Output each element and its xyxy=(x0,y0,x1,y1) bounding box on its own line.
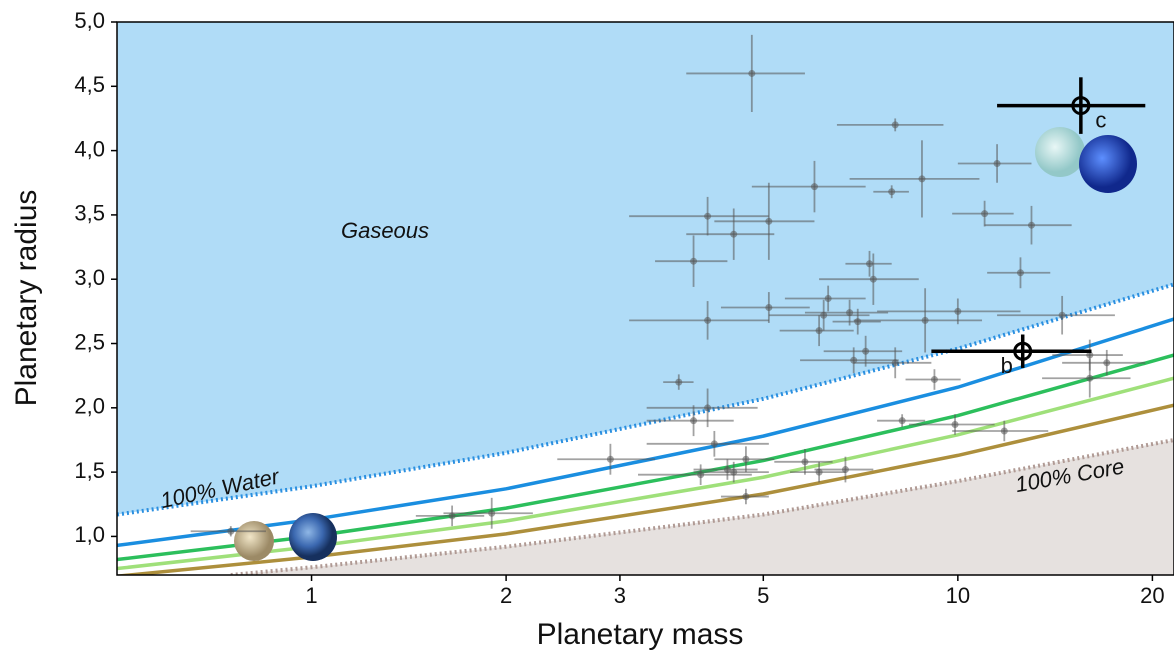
y-tick-label: 4,5 xyxy=(74,72,105,97)
data-point xyxy=(954,307,962,315)
data-point xyxy=(869,275,877,283)
plot-area: bc xyxy=(117,22,1174,575)
data-point xyxy=(488,509,496,517)
data-point xyxy=(891,359,899,367)
data-point xyxy=(951,421,959,429)
data-point xyxy=(981,210,989,218)
data-point xyxy=(448,512,456,520)
data-point xyxy=(810,183,818,191)
data-point xyxy=(815,468,823,476)
annotation: Gaseous xyxy=(341,218,429,243)
planet-icon xyxy=(1079,135,1137,193)
composition-curve xyxy=(230,438,1174,575)
gaseous-region xyxy=(117,22,1174,515)
data-point xyxy=(891,121,899,129)
data-point xyxy=(742,455,750,463)
y-tick-label: 4,0 xyxy=(74,136,105,161)
data-point xyxy=(993,159,1001,167)
data-point xyxy=(898,417,906,425)
data-point xyxy=(1016,269,1024,277)
data-point xyxy=(866,260,874,268)
data-point xyxy=(888,188,896,196)
x-tick-label: 1 xyxy=(305,583,317,608)
planet-icon xyxy=(234,521,274,561)
y-tick-label: 1,5 xyxy=(74,458,105,483)
highlight-point xyxy=(1071,96,1091,116)
x-tick-label: 5 xyxy=(757,583,769,608)
data-point xyxy=(730,230,738,238)
composition-curve xyxy=(117,353,1174,562)
data-point xyxy=(1103,359,1111,367)
x-tick-label: 20 xyxy=(1140,583,1164,608)
data-point xyxy=(690,417,698,425)
data-point xyxy=(1086,374,1094,382)
data-point xyxy=(704,316,712,324)
data-point xyxy=(227,527,235,535)
x-tick-label: 3 xyxy=(614,583,626,608)
data-point xyxy=(1000,427,1008,435)
data-point xyxy=(765,304,773,312)
data-point xyxy=(801,458,809,466)
highlight-point xyxy=(1013,341,1033,361)
plot-frame xyxy=(116,21,1174,576)
data-point xyxy=(606,455,614,463)
planet-icon xyxy=(289,513,337,561)
point-label: b xyxy=(1001,353,1013,378)
data-point xyxy=(918,175,926,183)
data-point xyxy=(704,212,712,220)
data-point xyxy=(854,318,862,326)
y-tick-label: 3,0 xyxy=(74,265,105,290)
x-tick-label: 2 xyxy=(500,583,512,608)
data-point xyxy=(1086,351,1094,359)
point-label: c xyxy=(1095,107,1106,132)
x-axis-title: Planetary mass xyxy=(537,618,744,651)
y-tick-label: 5,0 xyxy=(74,8,105,33)
data-point xyxy=(824,295,832,302)
composition-curve xyxy=(117,317,1174,548)
data-point xyxy=(846,309,854,317)
x-tick-label: 10 xyxy=(946,583,970,608)
y-tick-label: 3,5 xyxy=(74,201,105,226)
data-point xyxy=(1027,221,1035,229)
data-point xyxy=(704,404,712,412)
y-tick-label: 2,5 xyxy=(74,329,105,354)
data-point xyxy=(710,440,718,448)
data-point xyxy=(748,69,756,77)
y-tick-label: 1,0 xyxy=(74,522,105,547)
data-point xyxy=(765,217,773,225)
data-point xyxy=(675,378,683,386)
core-region xyxy=(230,439,1174,575)
composition-curve xyxy=(117,403,1174,575)
data-point xyxy=(742,493,750,501)
data-point xyxy=(815,327,823,335)
planet-icon xyxy=(1035,127,1085,177)
data-point xyxy=(862,347,870,355)
y-axis-title: Planetary radius xyxy=(10,190,43,407)
composition-curve xyxy=(117,282,1174,517)
data-point xyxy=(690,257,698,265)
data-point xyxy=(930,376,938,384)
data-point xyxy=(697,471,705,479)
data-point xyxy=(1058,311,1066,319)
y-tick-label: 2,0 xyxy=(74,394,105,419)
data-point xyxy=(921,316,929,324)
